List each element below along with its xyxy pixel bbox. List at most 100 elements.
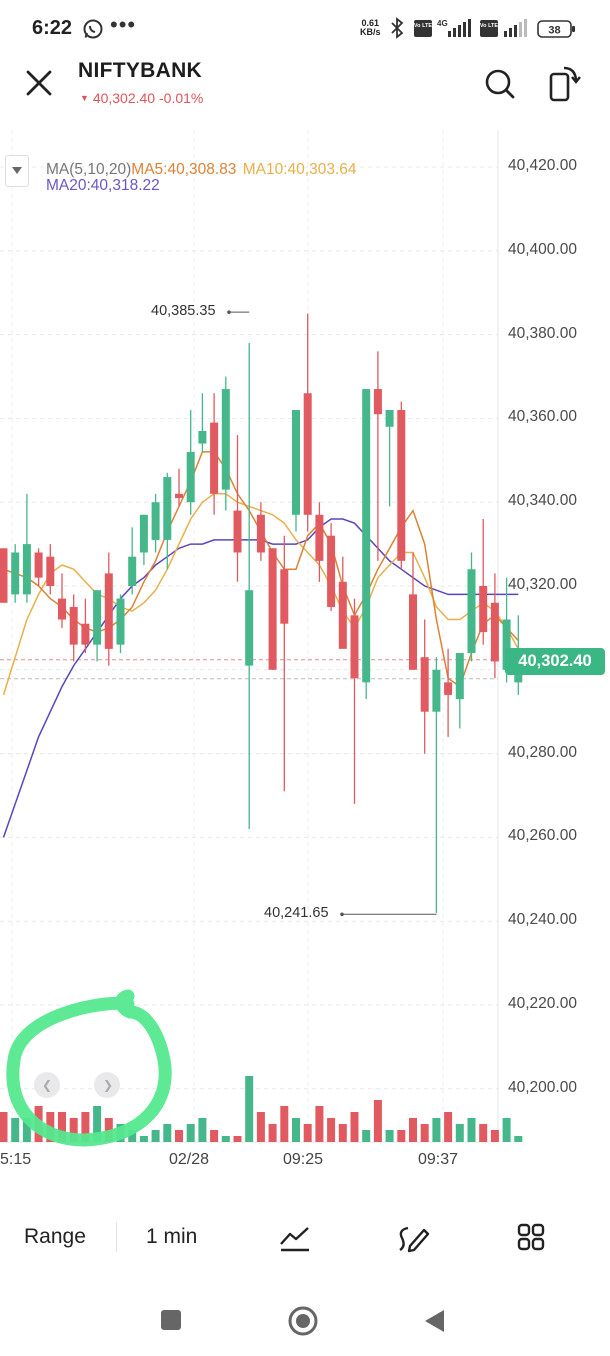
- candle: [34, 548, 43, 586]
- candle: [280, 535, 289, 792]
- volume-bar: [280, 1106, 289, 1142]
- volume-bar: [245, 1076, 254, 1142]
- volume-bar: [186, 1124, 195, 1142]
- candle: [327, 523, 336, 612]
- interval-button[interactable]: 1 min: [146, 1225, 198, 1248]
- candle: [151, 493, 160, 553]
- candle: [385, 410, 394, 507]
- candle-body: [490, 602, 499, 662]
- volume-bar: [338, 1124, 347, 1142]
- grid-layout-icon: [517, 1223, 545, 1251]
- home-circle-icon: [288, 1306, 318, 1336]
- sim1-tag: Vo LTE: [414, 23, 432, 29]
- candle: [420, 619, 429, 754]
- candle-body: [69, 606, 78, 645]
- legend-toggle-button[interactable]: [5, 155, 29, 187]
- volume-bar: [502, 1118, 511, 1142]
- candle-body: [479, 586, 488, 633]
- candle: [46, 544, 55, 595]
- candle: [455, 653, 464, 729]
- volume-bar: [490, 1130, 499, 1142]
- candle: [116, 594, 125, 654]
- back-triangle-icon: [425, 1310, 444, 1332]
- volume-bar: [303, 1124, 312, 1142]
- volume-bar: [93, 1106, 102, 1142]
- candle: [350, 598, 359, 804]
- candle-body: [58, 598, 66, 620]
- candle: [315, 502, 324, 582]
- candle: [221, 376, 230, 511]
- high-annotation: 40,385.35: [151, 303, 216, 320]
- price-change: -0.01%: [159, 90, 204, 106]
- candle-body: [233, 510, 242, 553]
- home-button[interactable]: [287, 1305, 319, 1337]
- y-tick-label: 40,360.00: [508, 408, 577, 426]
- candle-body: [327, 535, 336, 607]
- close-button[interactable]: [18, 62, 60, 104]
- low-marker: [340, 912, 344, 917]
- status-icons: Vo LTE 4G Vo LTE 38: [391, 17, 575, 39]
- scroll-right-button[interactable]: ❯: [94, 1072, 120, 1098]
- candle-body: [373, 389, 382, 415]
- candle-body: [221, 389, 230, 490]
- y-tick-label: 40,420.00: [508, 157, 577, 174]
- volte-sim2-icon: Vo LTE: [480, 20, 498, 37]
- candle: [373, 351, 382, 561]
- rotate-screen-button[interactable]: [544, 62, 584, 104]
- volume-bar: [128, 1130, 137, 1142]
- layout-button[interactable]: [516, 1222, 546, 1252]
- candle-body: [81, 623, 90, 645]
- ma5-value: MA5:40,308.83: [131, 161, 237, 178]
- candle-body: [34, 552, 43, 578]
- volume-bar: [151, 1130, 160, 1142]
- scroll-left-button[interactable]: ❮: [34, 1072, 60, 1098]
- volume-bar: [58, 1112, 66, 1142]
- candle: [338, 556, 347, 649]
- y-tick-label: 40,260.00: [508, 827, 577, 845]
- candle-body: [397, 410, 406, 561]
- search-button[interactable]: [480, 64, 520, 104]
- network-speed: 0.61 KB/s: [360, 19, 381, 37]
- volume-bar: [444, 1112, 453, 1142]
- chart-indicator-icon: [280, 1227, 309, 1252]
- chart-toolbar: [0, 1190, 610, 1285]
- instrument-title: NIFTYBANK: [78, 59, 203, 82]
- candle: [22, 493, 31, 603]
- candle-body: [268, 548, 277, 670]
- candle: [432, 657, 441, 913]
- down-arrow-icon: ▼: [80, 93, 89, 103]
- back-button[interactable]: [422, 1308, 446, 1334]
- candle: [186, 410, 195, 515]
- current-price: 40,302.40: [92, 90, 156, 106]
- indicator-button[interactable]: [278, 1222, 312, 1252]
- candle-body: [292, 410, 300, 515]
- y-tick-label: 40,240.00: [508, 911, 577, 929]
- candle: [397, 401, 406, 570]
- candle-body: [362, 389, 371, 683]
- candle: [69, 594, 78, 662]
- chevron-right-icon: ❯: [103, 1078, 114, 1092]
- volume-bar: [0, 1112, 8, 1142]
- draw-tools-button[interactable]: [396, 1220, 432, 1254]
- candle-body: [455, 653, 464, 700]
- candle-body: [385, 410, 394, 427]
- volume-bar: [514, 1136, 523, 1142]
- volume-bar: [81, 1112, 90, 1142]
- volume-bar: [467, 1118, 476, 1142]
- candle: [303, 313, 312, 532]
- candle: [479, 518, 488, 645]
- close-icon: [26, 70, 52, 96]
- recent-apps-button[interactable]: [161, 1310, 181, 1330]
- signal-sim2-icon: [504, 19, 527, 37]
- candlestick-chart[interactable]: [0, 130, 610, 1170]
- volume-bar: [198, 1118, 207, 1142]
- volume-bar: [292, 1118, 300, 1142]
- ma-legend-row1: MA(5,10,20)MA5:40,308.83 MA10:40,303.64: [46, 161, 357, 179]
- volume-bar: [104, 1118, 113, 1142]
- candle: [444, 648, 453, 737]
- sim2-tag: Vo LTE: [480, 23, 498, 29]
- high-marker: [227, 310, 231, 314]
- y-tick-label: 40,200.00: [508, 1078, 577, 1096]
- range-button[interactable]: Range: [24, 1225, 86, 1248]
- volume-bar: [268, 1124, 277, 1142]
